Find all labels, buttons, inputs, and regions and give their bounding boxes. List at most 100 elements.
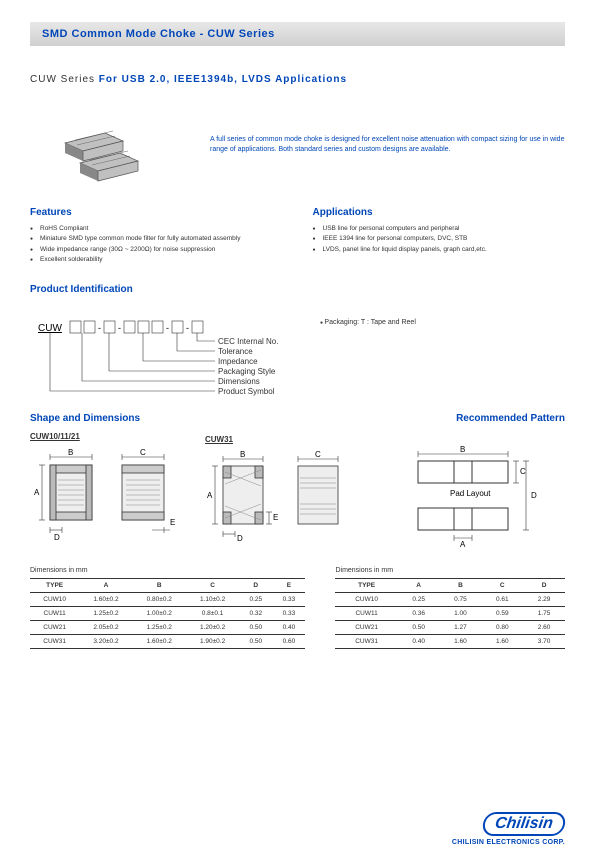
table-cell: 0.33: [272, 592, 305, 606]
table-cell: 0.50: [239, 634, 272, 648]
feature-item: Miniature SMD type common mode filter fo…: [30, 234, 283, 244]
table-header: C: [481, 578, 523, 592]
svg-text:A: A: [207, 491, 213, 500]
main-content: CUW Series For USB 2.0, IEEE1394b, LVDS …: [0, 74, 595, 649]
feature-item: RoHS Compliant: [30, 224, 283, 234]
prod-id-diagram: CUW - - - -: [30, 311, 290, 401]
table-cell: 0.33: [272, 606, 305, 620]
features-col: Features RoHS Compliant Miniature SMD ty…: [30, 207, 283, 266]
table-cell: 1.60: [481, 634, 523, 648]
apps-col: Applications USB line for personal compu…: [313, 207, 566, 266]
dimensions-table-2: TYPEABCD CUW100.250.750.612.29CUW110.361…: [335, 578, 565, 649]
svg-text:-: -: [186, 323, 189, 333]
tables-row: Dimensions in mm TYPEABCDE CUW101.60±0.2…: [30, 567, 565, 649]
table-cell: 0.60: [272, 634, 305, 648]
logo: Chilisin: [482, 812, 567, 836]
table-1-wrap: Dimensions in mm TYPEABCDE CUW101.60±0.2…: [30, 567, 305, 649]
shape-diagram-1: B A D: [30, 445, 185, 550]
table-row: CUW212.05±0.21.25±0.21.20±0.20.500.40: [30, 620, 305, 634]
table-header: TYPE: [30, 578, 79, 592]
features-apps-row: Features RoHS Compliant Miniature SMD ty…: [30, 207, 565, 266]
table-cell: 2.05±0.2: [79, 620, 132, 634]
shape-diagram-2: B A D E C: [205, 448, 355, 553]
table-cell: 0.8±0.1: [186, 606, 239, 620]
table-header: B: [440, 578, 482, 592]
table-header: E: [272, 578, 305, 592]
table-cell: 0.50: [239, 620, 272, 634]
shape-title: Shape and Dimensions: [30, 413, 185, 424]
svg-text:C: C: [140, 448, 146, 457]
svg-text:D: D: [54, 533, 60, 542]
table-cell: 0.80: [481, 620, 523, 634]
rec-pattern-diagram: Pad Layout B C D A: [375, 446, 565, 551]
feature-item: Excellent solderability: [30, 255, 283, 265]
features-list: RoHS Compliant Miniature SMD type common…: [30, 224, 283, 266]
svg-text:Pad Layout: Pad Layout: [450, 489, 491, 498]
svg-text:E: E: [170, 518, 175, 527]
svg-text:Dimensions: Dimensions: [218, 377, 260, 386]
table-cell: 1.20±0.2: [186, 620, 239, 634]
table-cell: 1.60±0.2: [79, 592, 132, 606]
table-cell: 1.75: [523, 606, 565, 620]
table-row: CUW110.361.000.591.75: [335, 606, 565, 620]
table-cell: CUW10: [30, 592, 79, 606]
packaging-note: Packaging: T : Tape and Reel: [320, 311, 565, 401]
table-cell: 0.25: [239, 592, 272, 606]
dim-label-1: Dimensions in mm: [30, 567, 305, 574]
svg-text:C: C: [520, 467, 526, 476]
table-cell: 1.00±0.2: [133, 606, 186, 620]
table-cell: 3.70: [523, 634, 565, 648]
table-cell: 3.20±0.2: [79, 634, 132, 648]
svg-text:C: C: [315, 450, 321, 459]
table-cell: 1.60±0.2: [133, 634, 186, 648]
table-row: CUW313.20±0.21.60±0.21.90±0.20.500.60: [30, 634, 305, 648]
table-row: CUW101.60±0.20.80±0.21.10±0.20.250.33: [30, 592, 305, 606]
intro-text: A full series of common mode choke is de…: [210, 135, 565, 156]
svg-text:-: -: [166, 323, 169, 333]
table-cell: CUW21: [30, 620, 79, 634]
table-header: TYPE: [335, 578, 397, 592]
footer: Chilisin CHILISIN ELECTRONICS CORP.: [452, 812, 565, 846]
shape-row: Shape and Dimensions CUW10/11/21: [30, 413, 565, 553]
shape-sub-1: CUW10/11/21: [30, 432, 185, 441]
table-header: A: [79, 578, 132, 592]
header-title: SMD Common Mode Choke - CUW Series: [42, 28, 275, 40]
shape-sub-2: CUW31: [205, 435, 355, 444]
svg-text:-: -: [118, 323, 121, 333]
table-row: CUW100.250.750.612.29: [335, 592, 565, 606]
table-cell: CUW31: [335, 634, 397, 648]
table-cell: CUW11: [335, 606, 397, 620]
table-cell: 0.50: [398, 620, 440, 634]
dim-label-2: Dimensions in mm: [335, 567, 565, 574]
shape-col-2: CUW31: [205, 413, 355, 553]
svg-text:D: D: [531, 491, 537, 500]
svg-text:B: B: [240, 450, 245, 459]
svg-text:Impedance: Impedance: [218, 357, 258, 366]
shape-col-1: Shape and Dimensions CUW10/11/21: [30, 413, 185, 553]
table-cell: 1.00: [440, 606, 482, 620]
app-item: LVDS, panel line for liquid display pane…: [313, 245, 566, 255]
svg-text:B: B: [460, 446, 465, 454]
table-cell: 1.90±0.2: [186, 634, 239, 648]
svg-text:Tolerance: Tolerance: [218, 347, 253, 356]
table-cell: 0.36: [398, 606, 440, 620]
features-title: Features: [30, 207, 283, 218]
table-cell: CUW31: [30, 634, 79, 648]
dimensions-table-1: TYPEABCDE CUW101.60±0.20.80±0.21.10±0.20…: [30, 578, 305, 649]
table-header: D: [239, 578, 272, 592]
table-cell: 0.40: [272, 620, 305, 634]
svg-text:D: D: [237, 534, 243, 543]
table-cell: 2.60: [523, 620, 565, 634]
table-cell: CUW10: [335, 592, 397, 606]
app-item: IEEE 1394 line for personal computers, D…: [313, 234, 566, 244]
table-cell: 0.32: [239, 606, 272, 620]
svg-text:CEC Internal No.: CEC Internal No.: [218, 337, 278, 346]
table-row: CUW310.401.601.603.70: [335, 634, 565, 648]
table-cell: 1.27: [440, 620, 482, 634]
prod-id-title: Product Identification: [30, 284, 565, 295]
svg-text:-: -: [98, 323, 101, 333]
table-header: D: [523, 578, 565, 592]
subtitle: CUW Series For USB 2.0, IEEE1394b, LVDS …: [30, 74, 565, 85]
prod-prefix: CUW: [38, 323, 62, 334]
table-cell: 1.10±0.2: [186, 592, 239, 606]
